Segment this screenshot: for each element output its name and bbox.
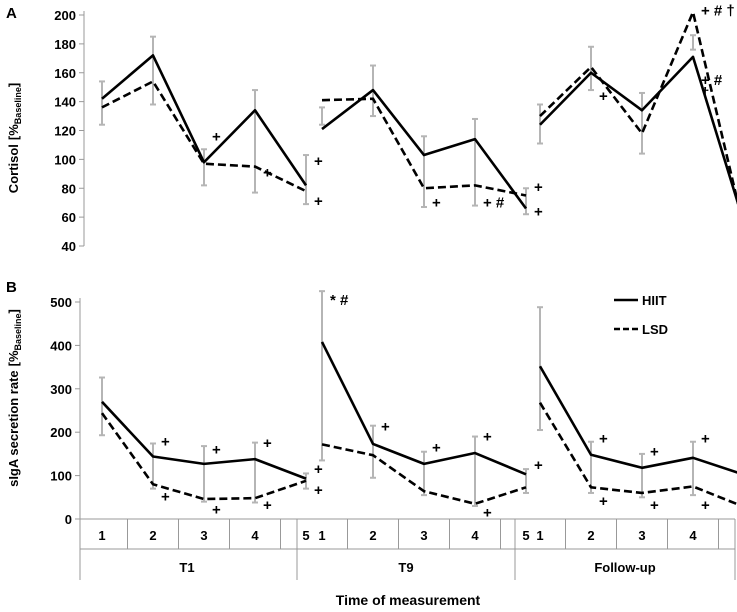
annotation-b-18: + <box>701 431 710 448</box>
annotation-b-2: + <box>161 488 170 505</box>
y-tick-label-b-300: 300 <box>50 382 72 397</box>
annotation-a-5: + # <box>483 195 505 212</box>
series-line-b-lsd-2 <box>538 402 737 506</box>
annotation-a-8: + <box>599 88 608 105</box>
annotation-b-9: + <box>381 419 390 436</box>
annotation-b-11: + <box>483 429 492 446</box>
y-tick-label-a-200: 200 <box>54 8 76 23</box>
x-axis-title: Time of measurement <box>336 592 481 608</box>
x-group-label-t9: T9 <box>398 560 413 575</box>
series-line-a-hiit-2 <box>539 55 737 205</box>
x-tick-label-1-1: 1 <box>318 528 325 543</box>
y-axis-label-a-sub: Baseline <box>13 87 23 124</box>
annotation-a-6: + <box>534 179 543 196</box>
series-line-a-hiit-0 <box>101 54 308 187</box>
y-axis-label-a-close: ] <box>6 83 21 87</box>
x-tick-label-1-4: 4 <box>471 528 479 543</box>
series-line-b-hiit-2 <box>538 365 737 474</box>
x-tick-label-0-2: 2 <box>149 528 156 543</box>
annotation-b-13: + <box>534 457 543 474</box>
annotation-b-17: + <box>650 497 659 514</box>
x-axis-table: 12345T112345T912345Follow-up <box>79 518 736 580</box>
annotation-a-11: + # † <box>701 3 735 20</box>
annotation-b-10: + <box>432 439 441 456</box>
x-group-label-t1: T1 <box>179 560 194 575</box>
y-tick-label-a-40: 40 <box>62 239 76 254</box>
x-group-label-follow-up: Follow-up <box>594 560 655 575</box>
y-axis-label-b-close: ] <box>6 309 21 313</box>
x-tick-label-0-5: 5 <box>302 528 309 543</box>
annotation-a-0: + <box>212 128 221 145</box>
y-tick-label-a-120: 120 <box>54 124 76 139</box>
annotation-b-7: + <box>314 461 323 478</box>
y-tick-label-a-140: 140 <box>54 95 76 110</box>
y-axis-label-b-sub: Baseline <box>13 313 23 350</box>
series-line-a-lsd-0 <box>101 80 307 193</box>
x-tick-label-1-3: 3 <box>420 528 427 543</box>
x-tick-label-2-2: 2 <box>587 528 594 543</box>
y-tick-label-a-100: 100 <box>54 152 76 167</box>
series-line-b-hiit-1 <box>320 341 527 476</box>
series-line-a-hiit-1 <box>321 88 528 210</box>
y-tick-label-a-60: 60 <box>62 210 76 225</box>
legend-label-hiit: HIIT <box>642 293 667 308</box>
x-tick-label-2-3: 3 <box>638 528 645 543</box>
x-tick-label-1-5: 5 <box>522 528 529 543</box>
legend: HIIT LSD <box>614 293 668 337</box>
y-tick-label-b-0: 0 <box>65 512 72 527</box>
annotation-b-12: + <box>483 504 492 521</box>
y-axis-label-b-main: sIgA secretion rate <box>6 370 21 487</box>
y-tick-label-a-160: 160 <box>54 66 76 81</box>
annotation-a-4: + <box>432 195 441 212</box>
annotation-b-3: + <box>212 442 221 459</box>
annotation-b-6: + <box>263 497 272 514</box>
y-tick-label-b-400: 400 <box>50 338 72 353</box>
annotation-b-15: + <box>599 493 608 510</box>
annotation-b-14: + <box>599 431 608 448</box>
legend-label-lsd: LSD <box>642 322 668 337</box>
x-tick-label-2-1: 1 <box>536 528 543 543</box>
series-line-b-hiit-0 <box>101 400 307 480</box>
siga-panel: B sIgA secretion rate [%Baseline] HIIT LSD… <box>6 279 737 608</box>
y-axis-label-a: Cortisol [%Baseline] <box>6 83 23 193</box>
x-tick-label-2-4: 4 <box>689 528 697 543</box>
annotation-a-9: + # <box>701 72 723 89</box>
series-line-b-lsd-0 <box>100 412 307 501</box>
y-axis-label-a-main: Cortisol <box>6 144 21 193</box>
y-tick-label-b-500: 500 <box>50 295 72 310</box>
annotation-b-16: + <box>650 444 659 461</box>
y-axis-label-b-unit: [% <box>6 350 21 366</box>
panel-label-b: B <box>6 279 17 296</box>
y-tick-label-b-200: 200 <box>50 425 72 440</box>
series-line-b-lsd-1 <box>321 443 527 506</box>
annotation-b-0: * # <box>330 292 349 309</box>
x-tick-label-1-2: 2 <box>369 528 376 543</box>
y-axis-label-b: sIgA secretion rate [%Baseline] <box>6 309 23 487</box>
panel-label-a: A <box>6 5 17 22</box>
annotation-b-1: + <box>161 434 170 451</box>
x-tick-label-0-1: 1 <box>98 528 105 543</box>
y-tick-label-b-100: 100 <box>50 469 72 484</box>
annotation-a-2: + <box>314 153 323 170</box>
y-tick-label-a-180: 180 <box>54 37 76 52</box>
annotation-a-10: † <box>701 85 709 102</box>
x-tick-label-0-3: 3 <box>200 528 207 543</box>
cortisol-panel: A Cortisol [%Baseline] 40 60 80 100 120 140 160… <box>6 3 737 254</box>
y-tick-label-a-80: 80 <box>62 181 76 196</box>
x-tick-label-0-4: 4 <box>251 528 259 543</box>
annotation-b-8: + <box>314 482 323 499</box>
series-line-a-lsd-2 <box>539 10 737 205</box>
annotation-b-19: + <box>701 497 710 514</box>
annotation-b-5: + <box>263 435 272 452</box>
annotation-a-3: + <box>314 193 323 210</box>
series-line-a-lsd-1 <box>321 97 527 197</box>
annotation-a-7: + <box>534 203 543 220</box>
annotation-a-1: + <box>263 164 272 181</box>
y-axis-label-a-unit: [% <box>6 124 21 140</box>
annotation-b-4: + <box>212 501 221 518</box>
